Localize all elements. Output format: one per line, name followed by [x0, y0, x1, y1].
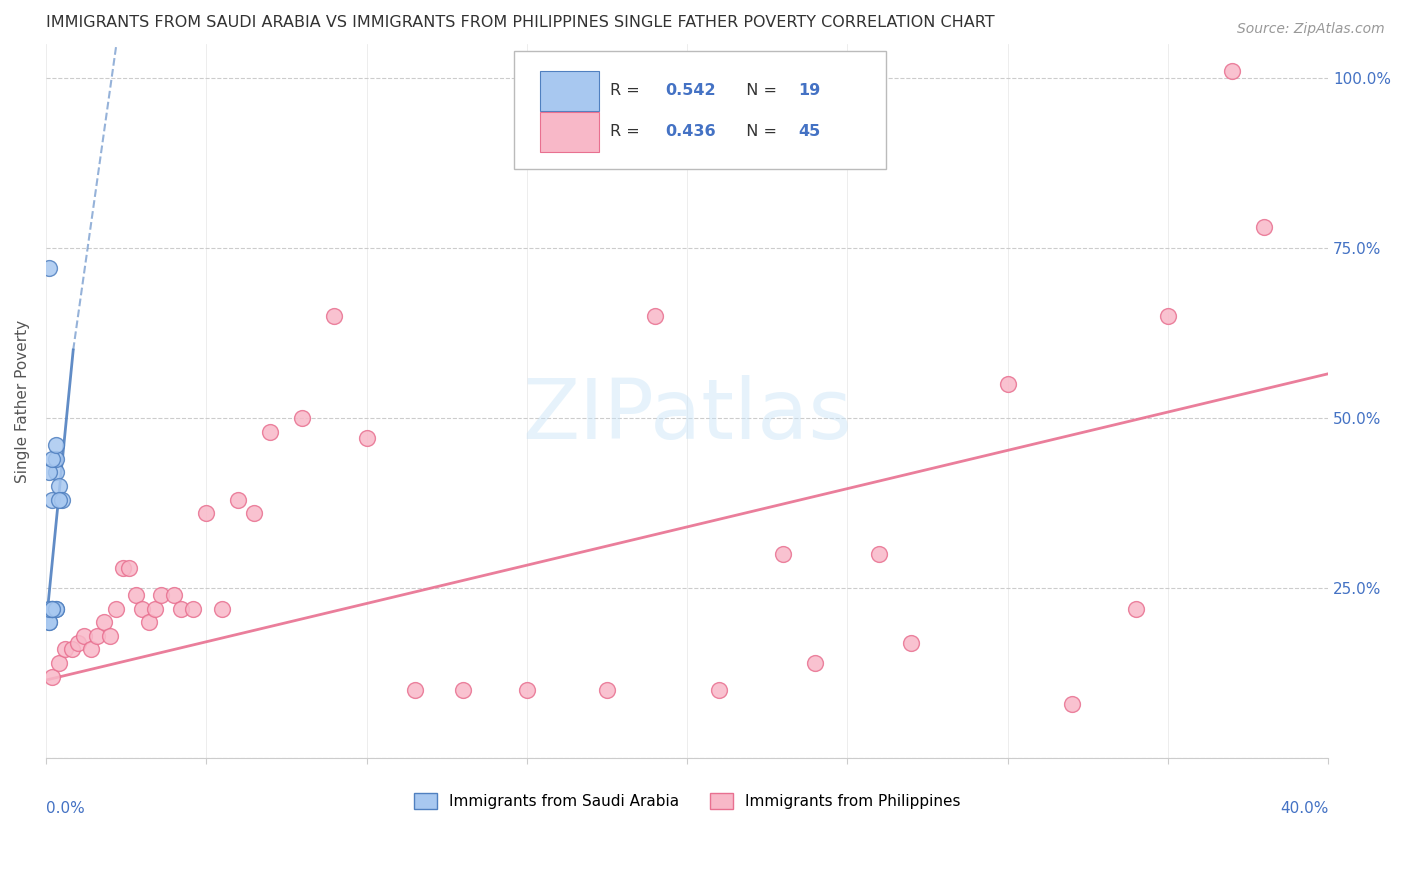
- FancyBboxPatch shape: [540, 112, 599, 152]
- Point: [1220, 63, 1243, 78]
- Point: [111, 561, 134, 575]
- Point: [451, 683, 474, 698]
- Text: 19: 19: [799, 83, 821, 98]
- Point: [644, 309, 666, 323]
- Y-axis label: Single Father Poverty: Single Father Poverty: [15, 319, 30, 483]
- Point: [41, 601, 63, 615]
- Point: [93, 615, 115, 630]
- FancyBboxPatch shape: [540, 70, 599, 111]
- Point: [195, 506, 218, 520]
- Point: [163, 588, 186, 602]
- Point: [131, 601, 153, 615]
- Point: [38, 615, 60, 630]
- Text: N =: N =: [735, 83, 782, 98]
- Point: [45, 601, 67, 615]
- Point: [772, 547, 794, 561]
- Point: [48, 492, 70, 507]
- Point: [596, 683, 619, 698]
- Text: Source: ZipAtlas.com: Source: ZipAtlas.com: [1237, 22, 1385, 37]
- Point: [41, 670, 63, 684]
- Point: [143, 601, 166, 615]
- Point: [150, 588, 173, 602]
- Point: [41, 601, 63, 615]
- Point: [183, 601, 205, 615]
- Point: [404, 683, 426, 698]
- Point: [356, 432, 378, 446]
- Point: [48, 479, 70, 493]
- Point: [73, 629, 96, 643]
- Point: [868, 547, 890, 561]
- Text: N =: N =: [735, 124, 782, 139]
- Point: [211, 601, 233, 615]
- Point: [45, 601, 67, 615]
- Text: R =: R =: [610, 124, 645, 139]
- Point: [997, 376, 1019, 391]
- Point: [41, 492, 63, 507]
- Text: 0.542: 0.542: [665, 83, 716, 98]
- Point: [51, 492, 73, 507]
- Text: R =: R =: [610, 83, 645, 98]
- Point: [41, 601, 63, 615]
- Point: [45, 451, 67, 466]
- Point: [45, 466, 67, 480]
- Point: [98, 629, 121, 643]
- Point: [38, 261, 60, 276]
- Point: [38, 615, 60, 630]
- Point: [66, 635, 89, 649]
- Point: [900, 635, 922, 649]
- Point: [53, 642, 76, 657]
- Text: 45: 45: [799, 124, 821, 139]
- Text: 0.436: 0.436: [665, 124, 716, 139]
- Text: ZIPatlas: ZIPatlas: [522, 375, 852, 456]
- Text: IMMIGRANTS FROM SAUDI ARABIA VS IMMIGRANTS FROM PHILIPPINES SINGLE FATHER POVERT: IMMIGRANTS FROM SAUDI ARABIA VS IMMIGRAN…: [46, 15, 994, 30]
- Point: [41, 451, 63, 466]
- Legend: Immigrants from Saudi Arabia, Immigrants from Philippines: Immigrants from Saudi Arabia, Immigrants…: [408, 787, 966, 815]
- Point: [86, 629, 108, 643]
- Point: [1253, 220, 1275, 235]
- Point: [138, 615, 160, 630]
- Point: [243, 506, 266, 520]
- Point: [707, 683, 730, 698]
- Point: [38, 466, 60, 480]
- Point: [169, 601, 191, 615]
- Point: [118, 561, 141, 575]
- Point: [125, 588, 148, 602]
- Point: [48, 656, 70, 670]
- Point: [516, 683, 538, 698]
- Point: [80, 642, 103, 657]
- Point: [1157, 309, 1180, 323]
- FancyBboxPatch shape: [515, 51, 886, 169]
- Point: [226, 492, 249, 507]
- Point: [38, 601, 60, 615]
- Point: [105, 601, 128, 615]
- Point: [41, 601, 63, 615]
- Text: 0.0%: 0.0%: [46, 801, 84, 816]
- Point: [1125, 601, 1147, 615]
- Point: [45, 438, 67, 452]
- Point: [1060, 697, 1083, 711]
- Point: [259, 425, 281, 439]
- Text: 40.0%: 40.0%: [1279, 801, 1329, 816]
- Point: [804, 656, 827, 670]
- Point: [60, 642, 83, 657]
- Point: [323, 309, 346, 323]
- Point: [291, 411, 314, 425]
